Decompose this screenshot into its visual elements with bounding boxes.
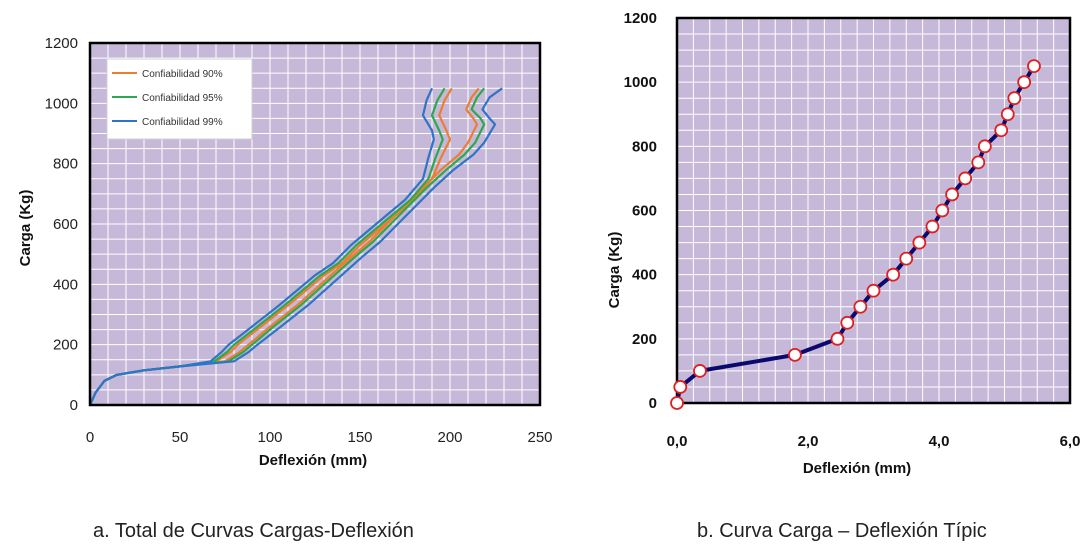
x-tick-label: 150 [347, 429, 372, 446]
data-point [912, 235, 927, 250]
chart-a: 0 200 400 600 800 1000 1200 0 50 100 150 200 250 De… [17, 35, 553, 469]
data-point [945, 187, 959, 202]
data-point [977, 139, 992, 154]
chart-a-x-ticks: 0 50 100 150 200 250 [86, 429, 553, 446]
chart-a-x-label: Deflexión (mm) [259, 452, 367, 469]
x-tick-label: 0,0 [667, 433, 688, 450]
chart-b-grid [677, 18, 1070, 403]
y-tick-label: 0 [649, 395, 657, 412]
x-tick-label: 200 [437, 429, 462, 446]
data-point [853, 299, 868, 314]
chart-b-x-label: Deflexión (mm) [803, 460, 911, 477]
legend-label: Confiabilidad 99% [142, 117, 223, 128]
x-tick-label: 4,0 [929, 433, 950, 450]
data-point [866, 283, 881, 298]
x-tick-label: 250 [527, 429, 552, 446]
data-point [840, 315, 855, 330]
y-tick-label: 1200 [624, 10, 657, 27]
y-tick-label: 1000 [45, 95, 78, 112]
data-point [925, 219, 940, 234]
series-line [675, 65, 1036, 404]
data-point [958, 171, 973, 186]
data-point [673, 380, 688, 394]
y-tick-label: 1000 [624, 74, 657, 91]
y-tick-label: 600 [53, 216, 78, 233]
caption-a: a. Total de Curvas Cargas-Deflexión [93, 520, 414, 542]
x-tick-label: 6,0 [1060, 433, 1081, 450]
y-tick-label: 0 [70, 397, 78, 414]
chart-b-frame [675, 16, 1072, 405]
x-tick-label: 2,0 [798, 433, 819, 450]
y-tick-label: 600 [632, 203, 657, 220]
data-point [1007, 91, 1022, 106]
x-tick-label: 0 [86, 429, 94, 446]
chart-a-legend: Confiabilidad 90% Confiabilidad 95% Confia… [106, 58, 253, 140]
data-point [899, 251, 914, 266]
chart-b-line [675, 65, 1036, 404]
chart-a-lines [88, 87, 503, 406]
data-point [693, 364, 707, 378]
data-point [1027, 59, 1041, 74]
data-point [886, 267, 901, 282]
y-tick-label: 400 [632, 267, 657, 284]
data-point [1000, 107, 1015, 122]
data-point [830, 331, 845, 346]
chart-b-x-ticks: 0,0 2,0 4,0 6,0 [667, 433, 1081, 450]
y-tick-label: 800 [632, 138, 657, 155]
chart-a-y-label: Carga (Kg) [17, 190, 34, 267]
legend-label: Confiabilidad 90% [142, 69, 223, 80]
y-tick-label: 800 [53, 156, 78, 173]
x-tick-label: 50 [172, 429, 189, 446]
chart-b-y-label: Carga (Kg) [606, 232, 623, 309]
chart-b-y-ticks: 0 200 400 600 800 1000 1200 [624, 10, 657, 412]
chart-a-y-ticks: 0 200 400 600 800 1000 1200 [45, 35, 78, 414]
series-line-3-2 [88, 87, 503, 406]
x-tick-label: 100 [257, 429, 282, 446]
data-point [971, 155, 986, 170]
y-tick-label: 200 [632, 331, 657, 348]
caption-b: b. Curva Carga – Deflexión Típic [697, 520, 987, 542]
data-point [670, 396, 684, 410]
y-tick-label: 200 [53, 337, 78, 354]
data-point [935, 203, 950, 218]
chart-b-markers [670, 59, 1041, 410]
data-point [994, 123, 1009, 138]
chart-b: 0 200 400 600 800 1000 1200 0,0 2,0 4,0 6,0 Defle… [606, 10, 1080, 477]
data-point [788, 347, 802, 362]
data-point [1017, 75, 1032, 90]
legend-label: Confiabilidad 95% [142, 93, 223, 104]
y-tick-label: 1200 [45, 35, 78, 52]
chart-a-frame [88, 41, 542, 407]
y-tick-label: 400 [53, 276, 78, 293]
